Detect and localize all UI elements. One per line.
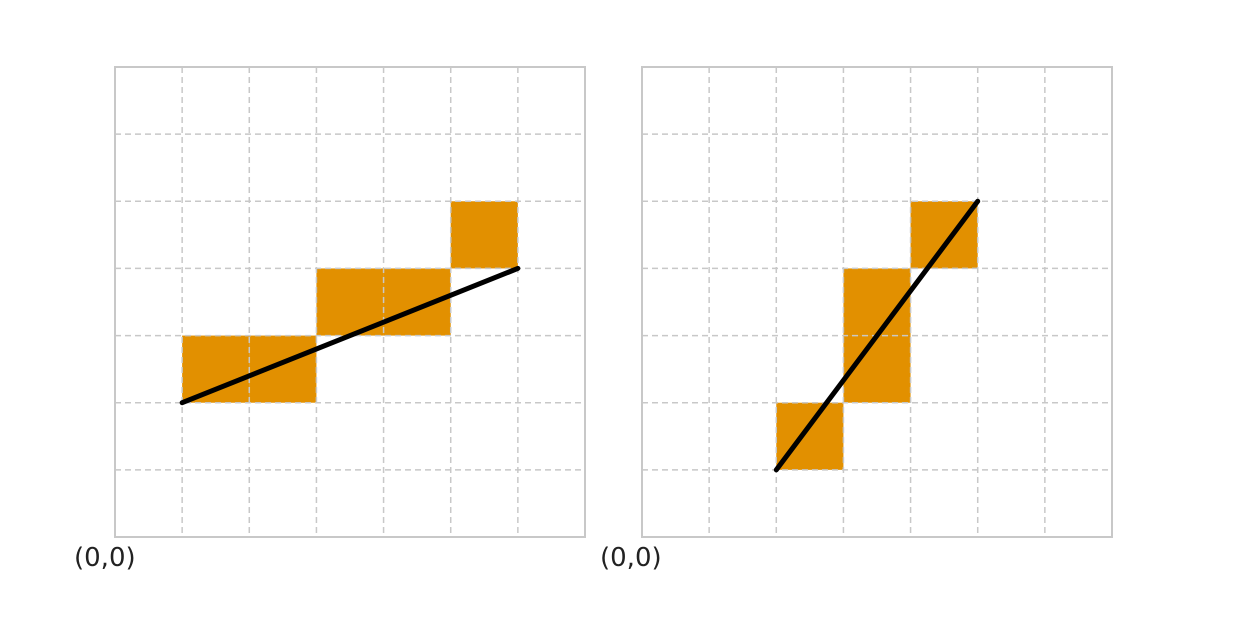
filled-cell — [182, 335, 250, 403]
origin-label-right: (0,0) — [600, 543, 662, 573]
filled-cell — [450, 201, 518, 269]
panel-frame — [114, 66, 586, 538]
left-panel — [114, 66, 586, 538]
panel-frame — [641, 66, 1113, 538]
right-panel — [641, 66, 1113, 538]
line-segment — [773, 198, 981, 473]
origin-label-left: (0,0) — [74, 543, 136, 573]
line-segment — [179, 265, 521, 406]
